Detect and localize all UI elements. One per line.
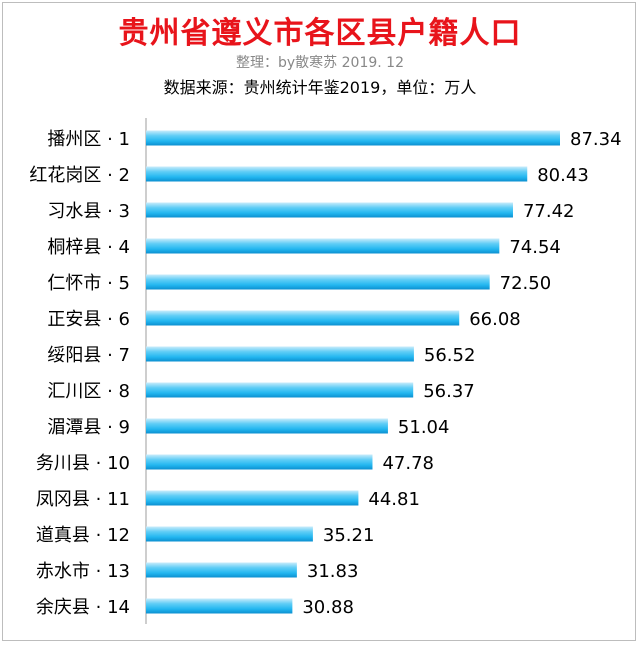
value-label: 77.42 — [523, 201, 575, 222]
bar — [146, 562, 297, 578]
value-label: 66.08 — [469, 309, 521, 330]
bar — [146, 490, 359, 506]
bars-group: 播州区 · 1 87.34 红花岗区 · 2 80.43 习水县 · 3 77.42 桐梓县… — [29, 129, 621, 618]
bar — [146, 346, 414, 362]
value-label: 74.54 — [509, 237, 561, 258]
value-label: 47.78 — [382, 453, 434, 474]
category-label: 凤冈县 · 11 — [36, 489, 130, 510]
bar — [146, 454, 373, 470]
bar — [146, 382, 414, 398]
bar — [146, 130, 560, 146]
category-label: 湄潭县 · 9 — [47, 417, 130, 438]
category-label: 汇川区 · 8 — [47, 381, 130, 402]
data-source-note: 数据来源：贵州统计年鉴2019，单位：万人 — [163, 78, 477, 97]
category-label: 正安县 · 6 — [47, 309, 130, 330]
value-label: 87.34 — [570, 129, 622, 150]
category-label: 绥阳县 · 7 — [47, 345, 130, 366]
chart-subtitle: 整理：by散寒苏 2019. 12 — [236, 55, 404, 71]
value-label: 72.50 — [500, 273, 552, 294]
value-label: 44.81 — [368, 489, 420, 510]
bar — [146, 202, 513, 218]
value-label: 35.21 — [323, 525, 375, 546]
category-label: 桐梓县 · 4 — [47, 237, 130, 258]
category-label: 余庆县 · 14 — [36, 597, 130, 618]
category-label: 道真县 · 12 — [36, 525, 130, 546]
category-label: 习水县 · 3 — [47, 201, 130, 222]
category-label: 务川县 · 10 — [36, 453, 130, 474]
value-label: 56.52 — [424, 345, 476, 366]
category-label: 仁怀市 · 5 — [47, 273, 130, 294]
bar — [146, 418, 388, 434]
bar — [146, 526, 313, 542]
bar — [146, 238, 500, 254]
category-label: 播州区 · 1 — [47, 129, 130, 150]
bar — [146, 274, 490, 290]
chart-title: 贵州省遵义市各区县户籍人口 — [118, 16, 522, 51]
value-label: 31.83 — [307, 561, 359, 582]
bar — [146, 310, 460, 326]
category-label: 红花岗区 · 2 — [29, 165, 130, 186]
value-label: 51.04 — [398, 417, 450, 438]
value-label: 56.37 — [423, 381, 475, 402]
bar — [146, 598, 293, 614]
bar — [146, 166, 528, 182]
category-label: 赤水市 · 13 — [36, 561, 130, 582]
value-label: 80.43 — [537, 165, 589, 186]
value-label: 30.88 — [302, 597, 354, 618]
